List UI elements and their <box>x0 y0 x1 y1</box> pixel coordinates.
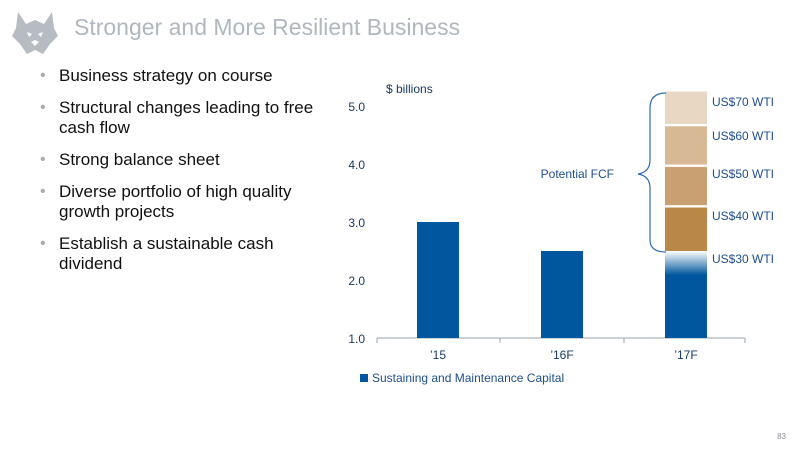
husky-logo-icon <box>12 12 58 54</box>
bullet-item: • Business strategy on course <box>40 66 320 86</box>
fcf-segment-30-wti <box>665 251 707 275</box>
bullet-item: • Diverse portfolio of high quality growt… <box>40 182 320 222</box>
y-tick-label: 4.0 <box>348 158 365 172</box>
bullet-dot-icon: • <box>40 99 46 116</box>
wti-label: US$50 WTI <box>712 167 774 181</box>
y-tick-label: 2.0 <box>348 274 365 288</box>
bullet-list: • Business strategy on course • Structural… <box>40 66 320 286</box>
bullet-text: Establish a sustainable cash dividend <box>59 234 274 273</box>
legend-swatch <box>360 374 368 382</box>
bullet-text: Strong balance sheet <box>59 150 220 169</box>
y-tick-label: 5.0 <box>348 100 365 114</box>
fcf-label: Potential FCF <box>541 167 614 181</box>
x-tick-label: ’15 <box>430 348 446 362</box>
page-number: 83 <box>777 432 786 441</box>
wti-label: US$60 WTI <box>712 129 774 143</box>
y-tick-label: 1.0 <box>348 332 365 346</box>
fcf-segment <box>665 126 707 165</box>
fcf-segment <box>665 166 707 206</box>
fcf-brace <box>637 92 667 253</box>
wti-label: US$40 WTI <box>712 209 774 223</box>
bullet-text: Business strategy on course <box>59 66 273 85</box>
bullet-text: Structural changes leading to free cash … <box>59 98 314 137</box>
legend-label: Sustaining and Maintenance Capital <box>372 371 564 385</box>
slide-title: Stronger and More Resilient Business <box>74 14 461 40</box>
fcf-segment <box>665 91 707 124</box>
bullet-item: • Structural changes leading to free cash… <box>40 98 320 138</box>
wti-label: US$30 WTI <box>712 252 774 266</box>
bullet-dot-icon: • <box>40 183 46 200</box>
bullet-item: • Strong balance sheet <box>40 150 320 170</box>
fcf-segment <box>665 207 707 251</box>
bar <box>417 222 459 338</box>
bullet-dot-icon: • <box>40 151 46 168</box>
bar <box>541 251 583 338</box>
bullet-item: • Establish a sustainable cash dividend <box>40 234 320 274</box>
y-tick-label: 3.0 <box>348 216 365 230</box>
x-tick-label: ’17F <box>674 348 697 362</box>
bullet-dot-icon: • <box>40 235 46 252</box>
y-axis-label: $ billions <box>386 82 433 96</box>
bullet-dot-icon: • <box>40 67 46 84</box>
bullet-text: Diverse portfolio of high quality growth… <box>59 182 292 221</box>
x-tick-label: ’16F <box>550 348 573 362</box>
wti-label: US$70 WTI <box>712 95 774 109</box>
